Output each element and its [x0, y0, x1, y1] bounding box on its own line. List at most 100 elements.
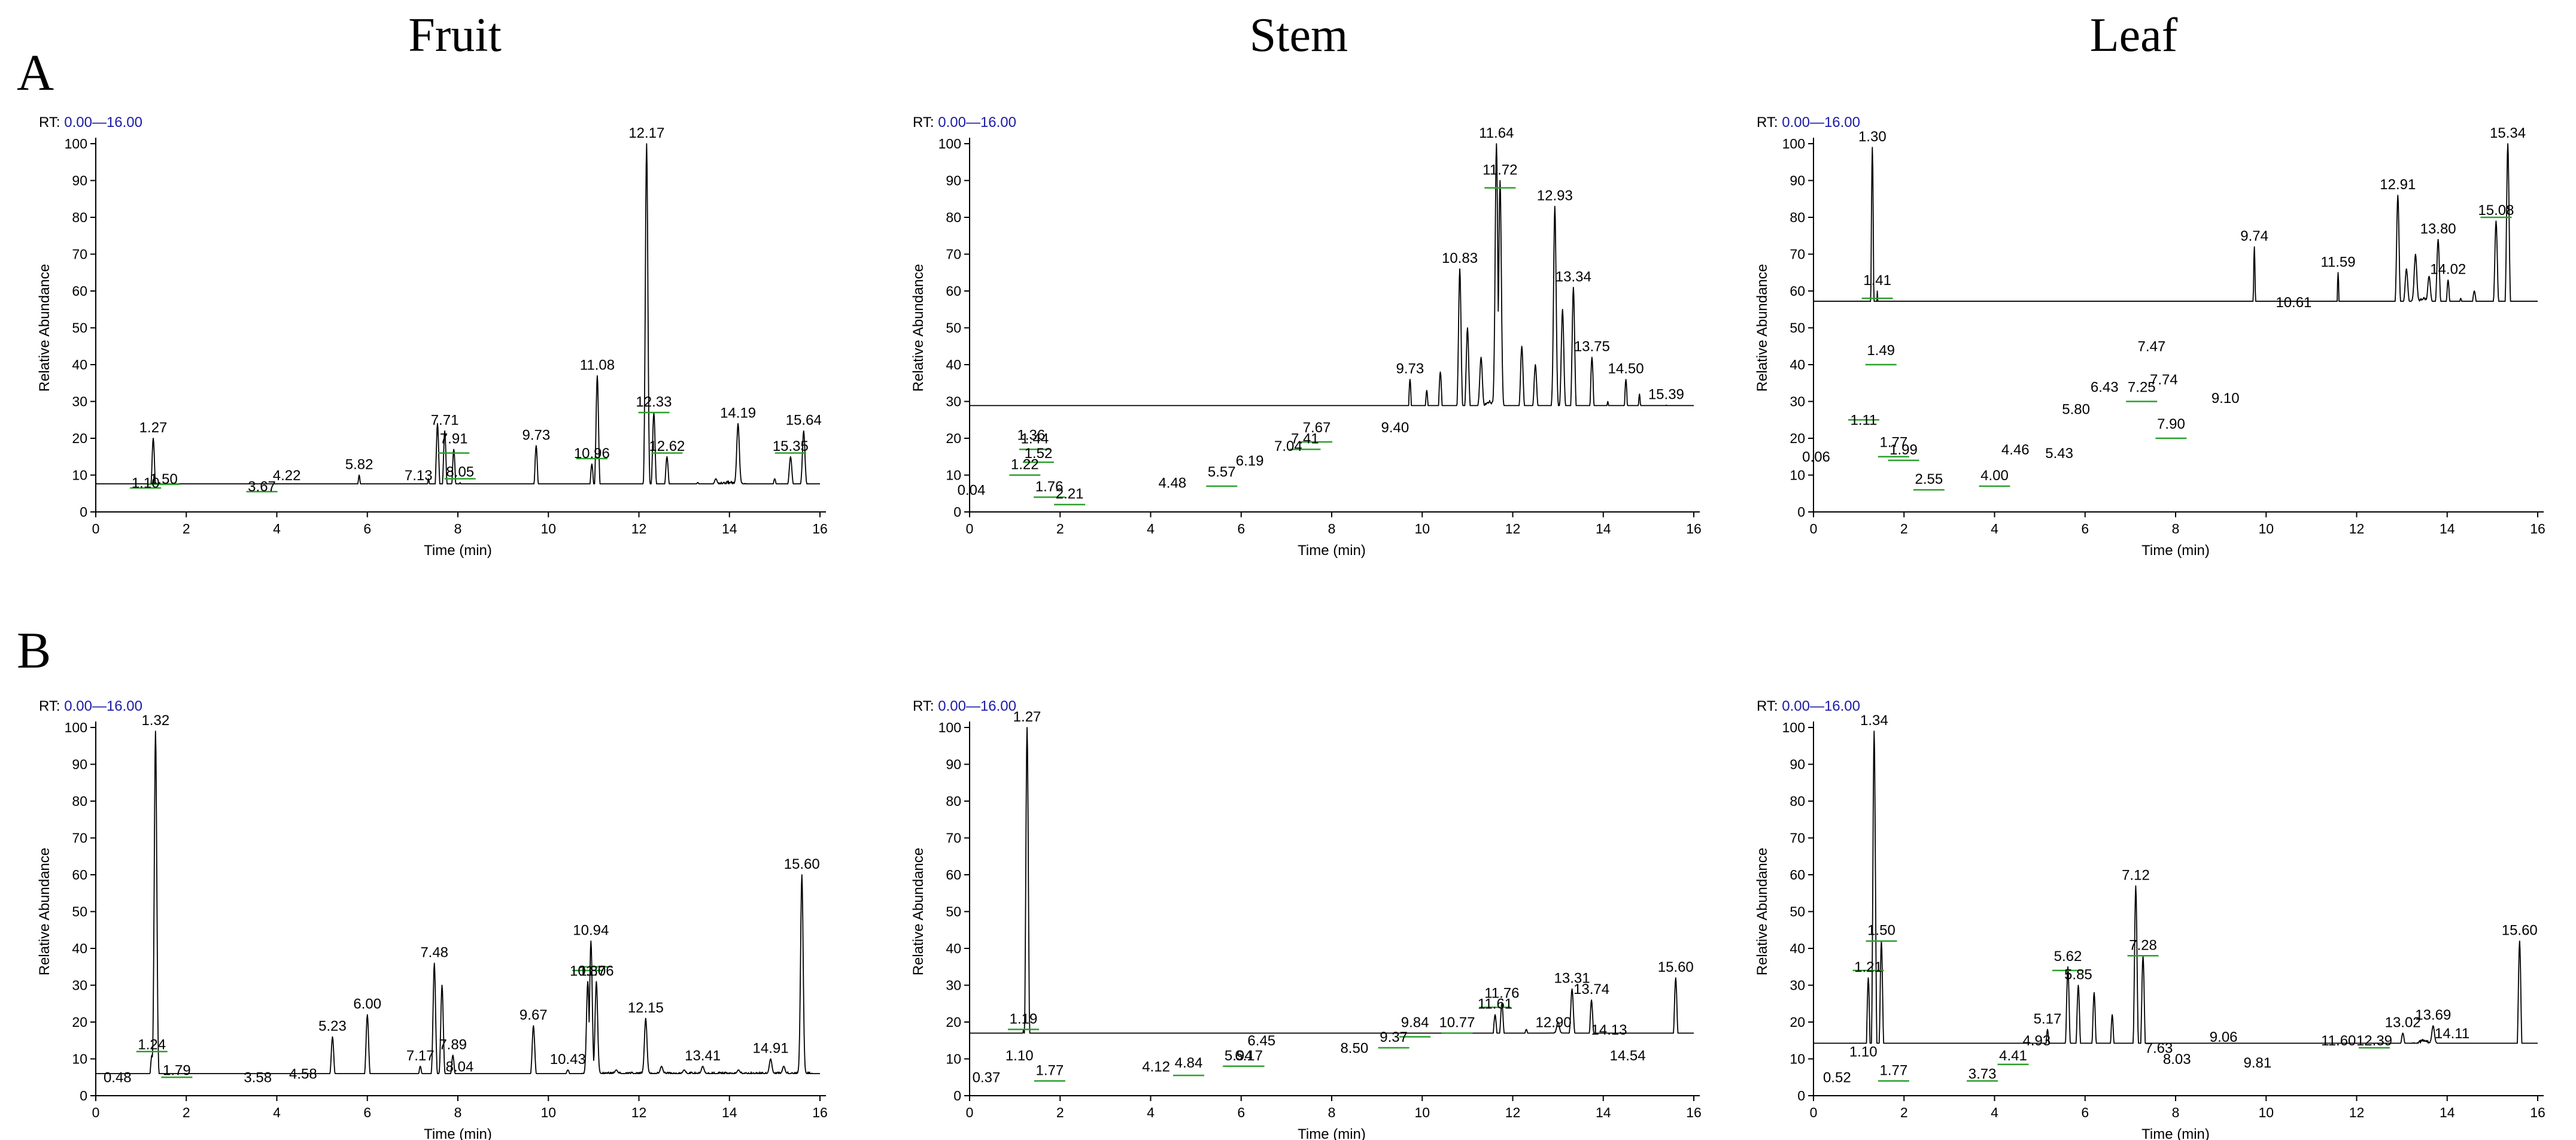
x-tick-label: 8	[1328, 521, 1336, 536]
y-tick-label: 30	[946, 394, 961, 410]
peak-label: 1.36	[1017, 427, 1045, 443]
x-tick-label: 12	[2349, 521, 2365, 536]
peak-label: 5.94	[1225, 1048, 1253, 1064]
y-tick-label: 20	[72, 430, 87, 446]
x-tick-label: 4	[1991, 521, 1998, 536]
x-axis-label: Time (min)	[2141, 1126, 2210, 1140]
x-tick-label: 6	[1237, 1105, 1245, 1120]
y-tick-label: 20	[946, 1014, 961, 1030]
peak-label: 1.44	[1021, 430, 1049, 447]
x-tick-label: 10	[1414, 521, 1430, 536]
y-tick-label: 80	[72, 793, 87, 809]
y-tick-label: 10	[1790, 468, 1805, 483]
peak-label: 1.77	[1879, 435, 1907, 451]
peak-label: 15.60	[2502, 923, 2538, 939]
y-tick-label: 10	[946, 468, 961, 483]
peak-label: 6.43	[2091, 379, 2119, 395]
peak-label: 12.33	[636, 394, 672, 410]
peak-label: 14.13	[1591, 1022, 1627, 1038]
rt-range: 0.00—16.00	[64, 698, 142, 714]
peak-label: 12.17	[628, 125, 664, 141]
peak-label: 5.57	[1208, 464, 1236, 480]
x-tick-label: 2	[1056, 521, 1064, 536]
peak-label: 9.06	[2210, 1029, 2238, 1045]
peak-label: 4.41	[1999, 1048, 2027, 1064]
chromatogram-panel-a-leaf: RT: 0.00—16.00 0 10 20 30 40 50 60 70 80 90 100 0 2 4 6…	[1754, 114, 2545, 559]
peak-label: 2.21	[1056, 486, 1084, 502]
x-tick-label: 6	[1237, 521, 1245, 536]
peak-label: 10.77	[1439, 1014, 1475, 1030]
y-tick-label: 60	[1790, 867, 1805, 883]
peak-label: 1.10	[132, 475, 160, 491]
y-tick-label: 30	[72, 978, 87, 993]
rt-prefix: RT:	[1757, 698, 1782, 714]
peak-label: 12.39	[2356, 1033, 2392, 1049]
peak-label: 1.77	[1879, 1062, 1907, 1078]
peak-label: 15.08	[2478, 202, 2514, 219]
y-tick-label: 90	[1790, 757, 1805, 772]
x-tick-label: 8	[1328, 1105, 1336, 1120]
x-tick-label: 0	[92, 521, 100, 536]
peak-label: 1.99	[1890, 442, 1918, 458]
x-tick-label: 14	[2440, 1105, 2455, 1120]
peak-label: 7.71	[431, 413, 459, 429]
peak-label: 10.94	[573, 923, 609, 939]
y-axis-label: Relative Abundance	[37, 848, 53, 976]
y-tick-label: 60	[72, 283, 87, 299]
chromatogram-trace	[969, 727, 1694, 1034]
peak-label: 11.76	[1484, 985, 1519, 1001]
y-tick-label: 70	[1790, 247, 1805, 262]
x-tick-label: 10	[2258, 1105, 2274, 1120]
peak-label: 12.90	[1536, 1014, 1572, 1030]
x-tick-label: 14	[1596, 1105, 1611, 1120]
peak-label: 7.04	[1274, 438, 1302, 454]
x-tick-label: 16	[1686, 521, 1702, 536]
y-tick-label: 100	[1782, 136, 1805, 151]
peak-label: 1.10	[1849, 1044, 1878, 1060]
peak-label: 13.80	[2420, 221, 2456, 237]
peak-label: 11.61	[1478, 996, 1512, 1012]
rt-range: 0.00—16.00	[938, 698, 1016, 714]
x-axis-label: Time (min)	[424, 542, 492, 559]
column-title-fruit: Fruit	[408, 9, 502, 62]
peak-label: 3.67	[248, 478, 276, 495]
peak-label: 4.93	[2022, 1033, 2051, 1049]
x-tick-label: 4	[273, 1105, 281, 1120]
peak-label: 12.93	[1537, 188, 1573, 204]
chromatogram-trace	[1813, 730, 2538, 1044]
peak-label: 13.02	[2385, 1014, 2421, 1030]
peak-label: 15.34	[2490, 125, 2526, 141]
peak-label: 1.50	[1867, 923, 1895, 939]
y-tick-label: 10	[72, 468, 87, 483]
peak-label: 1.50	[150, 471, 178, 487]
x-tick-label: 6	[2081, 521, 2089, 536]
peak-label: 2.55	[1915, 471, 1943, 487]
peak-label: 1.52	[1025, 445, 1053, 462]
x-axis-label: Time (min)	[424, 1126, 492, 1140]
x-tick-label: 10	[540, 521, 556, 536]
peak-label: 6.45	[1247, 1033, 1275, 1049]
x-tick-label: 2	[1056, 1105, 1064, 1120]
peak-label: 5.62	[2054, 948, 2082, 965]
peak-label: 0.06	[1802, 449, 1830, 465]
peak-label: 15.60	[784, 856, 820, 872]
peak-label: 10.96	[574, 445, 610, 462]
peak-label: 3.73	[1969, 1066, 1997, 1083]
x-tick-label: 6	[363, 521, 371, 536]
peak-label: 12.91	[2380, 177, 2416, 193]
x-tick-label: 14	[1596, 521, 1611, 536]
peak-label: 7.25	[2128, 379, 2156, 395]
y-tick-label: 100	[938, 720, 961, 735]
y-tick-label: 80	[1790, 793, 1805, 809]
peak-label: 5.82	[345, 457, 373, 473]
chromatogram-panel-a-stem: RT: 0.00—16.00 0 10 20 30 40 50 60 70 80 90 100 0 2 4 6…	[910, 114, 1702, 559]
y-tick-label: 100	[65, 136, 87, 151]
rt-label: RT: 0.00—16.00	[1757, 698, 1860, 714]
y-tick-label: 50	[1790, 320, 1805, 336]
peak-label: 8.05	[446, 464, 474, 480]
x-tick-label: 10	[540, 1105, 556, 1120]
peak-label: 1.27	[1013, 709, 1041, 725]
peak-label: 15.60	[1658, 959, 1694, 975]
y-tick-label: 70	[72, 247, 87, 262]
